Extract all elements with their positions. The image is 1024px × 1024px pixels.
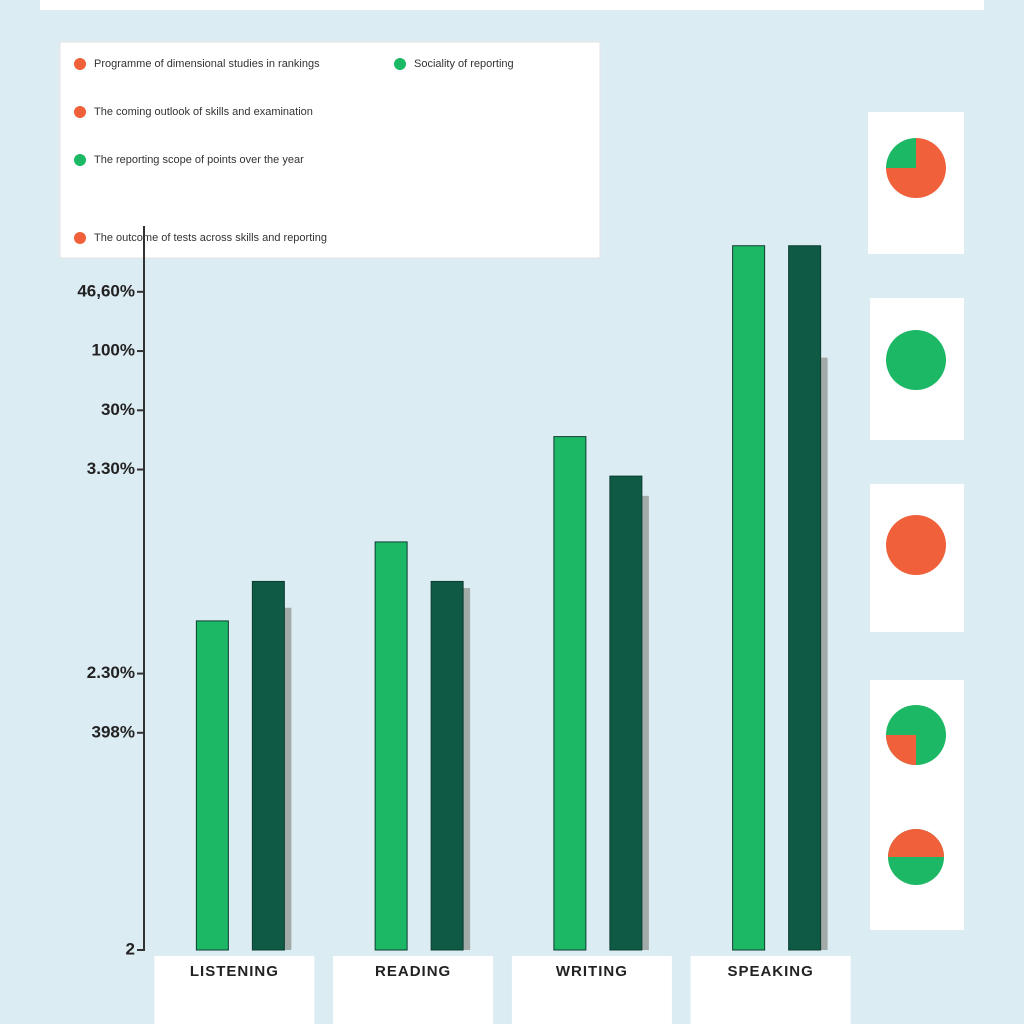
note: The reporting scope of points over the y… (94, 154, 304, 166)
category-box (511, 956, 672, 1024)
x-tick-label: SPEAKING (727, 963, 813, 980)
bar (609, 475, 643, 951)
x-tick-label: LISTENING (190, 963, 279, 980)
pie-decor (886, 735, 916, 765)
bullet (74, 232, 86, 244)
category-box (333, 956, 494, 1024)
y-tick-label: 2 (126, 939, 135, 958)
bar (195, 620, 229, 951)
bar (732, 245, 766, 951)
bar (553, 436, 587, 951)
bullet (74, 58, 86, 70)
pie-decor (886, 515, 946, 575)
y-tick-label: 46,60% (77, 281, 135, 300)
x-tick-label: WRITING (556, 963, 628, 980)
pie-decor (886, 330, 946, 390)
y-tick-label: 3.30% (87, 459, 135, 478)
bar (788, 245, 822, 951)
x-tick-label: READING (375, 963, 451, 980)
side-cards (868, 112, 964, 930)
category-box (154, 956, 315, 1024)
bullet (394, 58, 406, 70)
note: Sociality of reporting (414, 58, 514, 70)
category-box (690, 956, 851, 1024)
y-tick-label: 2.30% (87, 663, 135, 682)
bar (251, 580, 285, 951)
bullet (74, 154, 86, 166)
pie-decor (888, 829, 944, 857)
bar (430, 580, 464, 951)
plot: 2 398% 2.30% 3.30% 30% 100% 46,60% LISTENING REA… (77, 245, 851, 1024)
notes-group: Programme of dimensional studies in rank… (74, 58, 514, 244)
bar (374, 541, 408, 951)
y-tick-label: 100% (92, 341, 135, 360)
note: Programme of dimensional studies in rank… (94, 58, 320, 70)
y-tick-label: 398% (92, 722, 135, 741)
y-axis (143, 226, 145, 950)
bullet (74, 106, 86, 118)
pie-decor (886, 138, 916, 168)
top-strip (40, 0, 984, 10)
note: The coming outlook of skills and examina… (94, 106, 313, 118)
note: The outcome of tests across skills and r… (94, 232, 327, 244)
text-panel (59, 41, 601, 259)
y-tick-label: 30% (101, 400, 135, 419)
